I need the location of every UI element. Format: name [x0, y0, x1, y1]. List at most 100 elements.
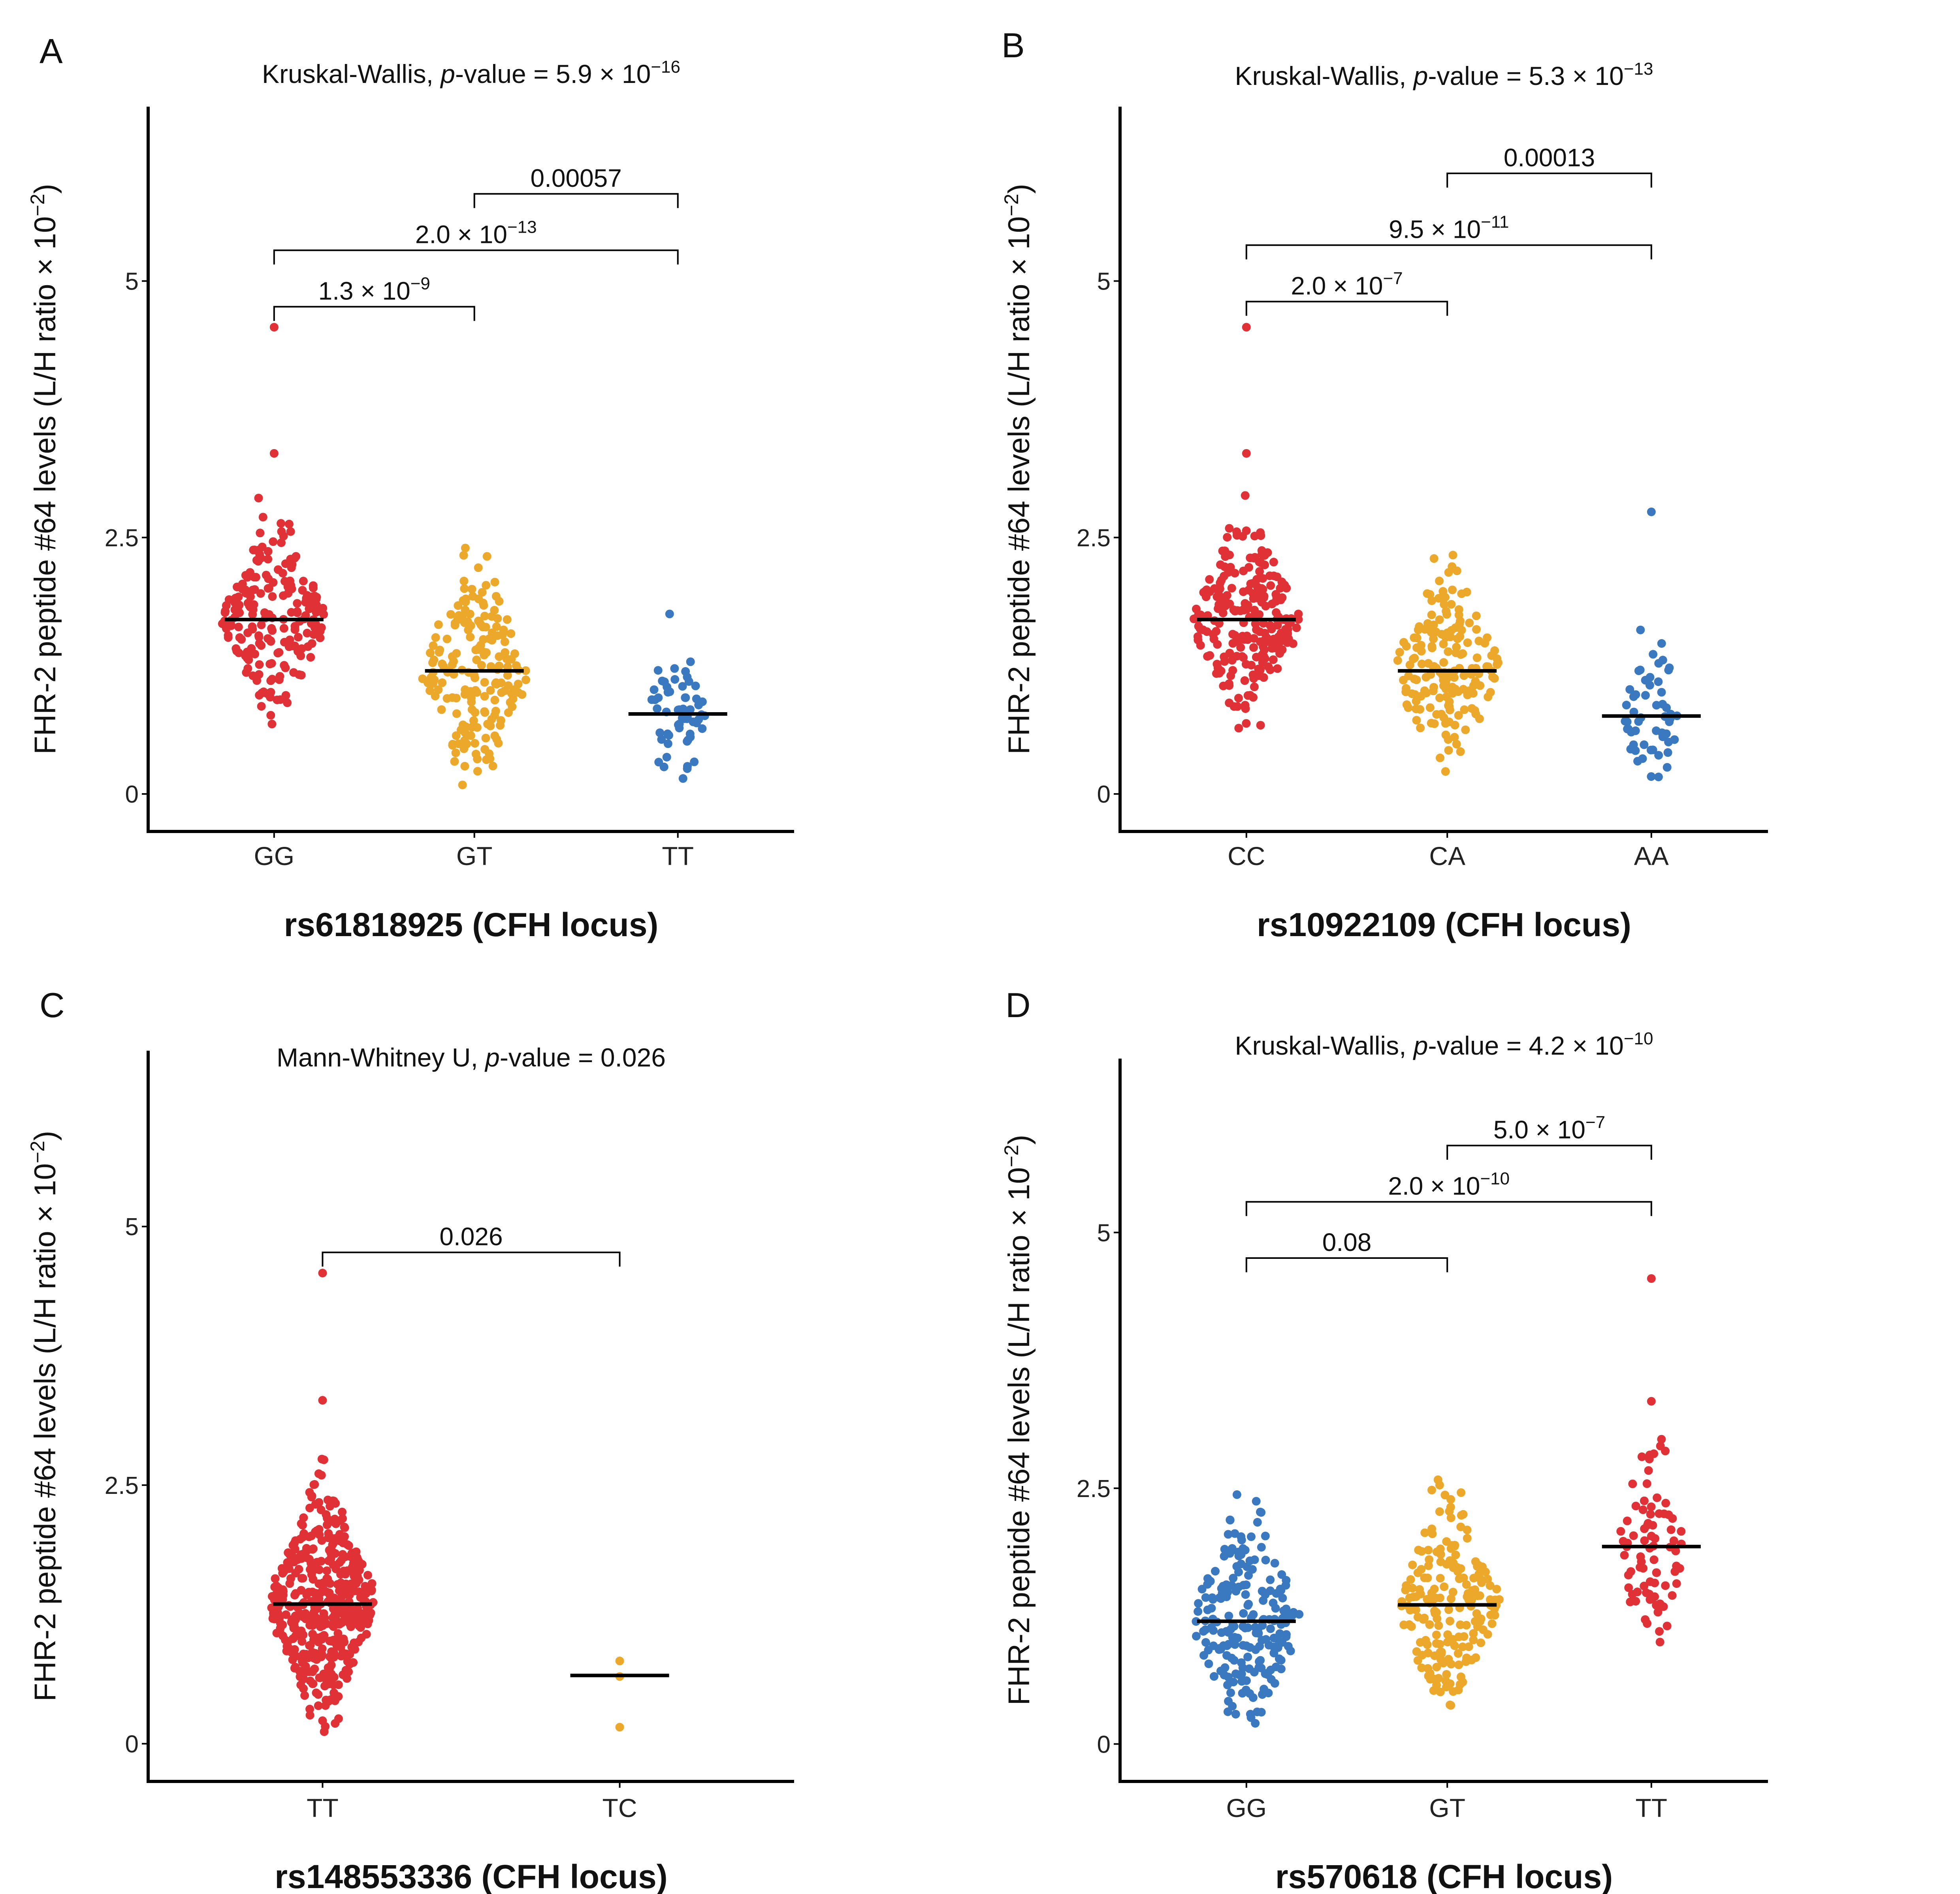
data-point: [1258, 1621, 1267, 1630]
data-point: [500, 637, 509, 646]
data-point: [1249, 643, 1258, 652]
data-point: [442, 634, 452, 643]
series-GT: [1397, 1475, 1504, 1710]
data-point: [1449, 1687, 1458, 1696]
data-point: [367, 1586, 376, 1595]
data-point: [1472, 1609, 1481, 1618]
data-point: [1422, 673, 1431, 682]
data-point: [1217, 1628, 1226, 1637]
data-point: [348, 1563, 357, 1572]
y-axis-title: FHR-2 peptide #64 levels (L/H ratio × 10…: [26, 1131, 62, 1702]
data-point: [298, 586, 307, 595]
data-point: [1472, 625, 1481, 634]
data-point: [480, 611, 489, 621]
y-tick-label: 5: [125, 1213, 139, 1241]
data-point: [1415, 1585, 1424, 1594]
panel-A: A Kruskal-Wallis, p-value = 5.9 × 10−16 0 2…: [26, 32, 794, 943]
data-point: [698, 724, 707, 733]
data-point: [259, 687, 268, 696]
data-point: [1647, 1502, 1656, 1511]
data-point: [1231, 1710, 1240, 1719]
data-point: [487, 715, 496, 724]
data-point: [678, 682, 687, 691]
data-point: [1239, 1622, 1248, 1631]
data-point: [309, 1575, 318, 1584]
data-point: [1245, 1664, 1254, 1673]
data-point: [514, 679, 523, 688]
data-point: [480, 707, 489, 716]
data-point: [1412, 1647, 1421, 1656]
data-point: [307, 1492, 316, 1501]
data-point: [1435, 693, 1444, 702]
data-point: [1640, 1496, 1649, 1505]
data-point: [326, 1547, 335, 1556]
data-point: [1192, 1632, 1201, 1641]
data-point: [277, 519, 286, 528]
data-point: [1668, 1591, 1677, 1600]
data-point: [1224, 1640, 1233, 1649]
data-point: [1654, 773, 1663, 782]
bracket-label: 1.3 × 10−9: [318, 274, 430, 305]
data-point: [1284, 1642, 1293, 1651]
data-point: [1209, 634, 1218, 643]
data-point: [323, 1514, 332, 1523]
data-point: [1236, 643, 1245, 652]
bracket-line: [1245, 1257, 1448, 1273]
data-point: [1455, 1680, 1465, 1689]
data-point: [1224, 568, 1233, 577]
data-point: [1658, 700, 1667, 709]
data-point: [1413, 1613, 1422, 1622]
series-GT: [418, 544, 531, 790]
data-point: [1472, 611, 1481, 621]
data-point: [1448, 1587, 1457, 1597]
data-point: [1645, 1454, 1654, 1463]
data-point: [1454, 1660, 1463, 1669]
data-point: [482, 581, 491, 590]
data-point: [426, 673, 435, 682]
data-point: [290, 1664, 299, 1673]
bracket-line: [473, 193, 679, 208]
data-point: [1636, 1552, 1645, 1561]
data-point: [1237, 1658, 1246, 1667]
data-point: [1243, 1652, 1252, 1661]
data-point: [1194, 1599, 1203, 1608]
data-point: [1234, 724, 1243, 733]
data-point: [1443, 1630, 1452, 1639]
data-point: [1256, 721, 1265, 730]
data-point: [1393, 656, 1402, 665]
data-point: [653, 666, 663, 675]
data-point: [1654, 751, 1663, 760]
data-point: [1267, 1675, 1276, 1684]
data-point: [1222, 591, 1231, 600]
data-point: [1280, 581, 1289, 590]
data-point: [1401, 684, 1410, 693]
data-point: [1677, 1527, 1686, 1536]
data-point: [1201, 1593, 1210, 1602]
y-axis-title-text: FHR-2 peptide #64 levels (L/H ratio × 10: [1002, 216, 1036, 754]
data-point: [1425, 1620, 1434, 1629]
data-point: [1456, 747, 1465, 756]
data-point: [275, 1628, 284, 1637]
bracket-label-exponent: −7: [1585, 1113, 1605, 1132]
data-point: [1655, 1627, 1664, 1636]
y-tick-label: 0: [125, 781, 139, 808]
data-point: [1445, 697, 1454, 706]
x-tick-label: TT: [1635, 1793, 1667, 1823]
bracket-label-text: 0.026: [439, 1223, 503, 1251]
data-point: [220, 608, 230, 617]
data-point: [683, 764, 692, 773]
x-tick-label: TC: [602, 1793, 637, 1823]
data-point: [1447, 600, 1456, 609]
test-title-prefix: Kruskal-Wallis,: [1235, 1031, 1414, 1060]
y-axis-title-close: ): [28, 184, 62, 194]
data-point: [1192, 604, 1201, 613]
data-point: [1450, 1641, 1459, 1650]
data-point: [1206, 1577, 1215, 1586]
y-axis-title-text: FHR-2 peptide #64 levels (L/H ratio × 10: [1002, 1167, 1036, 1705]
data-point: [446, 610, 455, 619]
data-point: [322, 1566, 331, 1575]
data-point: [1648, 745, 1657, 754]
data-point: [327, 1661, 336, 1670]
data-point: [459, 551, 468, 560]
